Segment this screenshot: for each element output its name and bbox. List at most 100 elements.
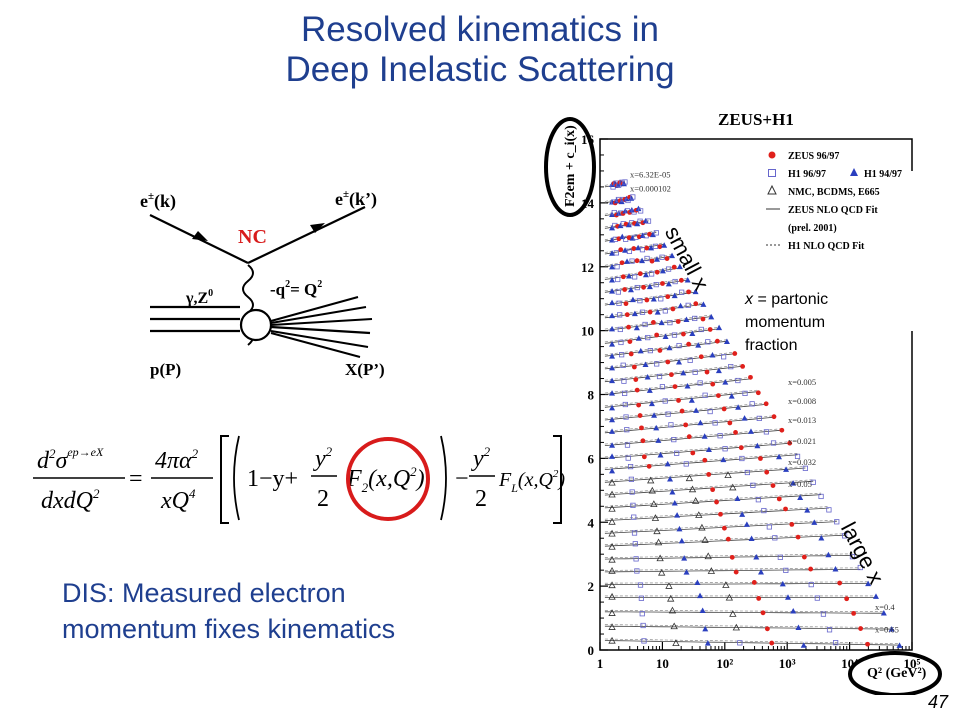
qcd-fit-curve [604, 454, 798, 470]
h1-9697-point [620, 362, 626, 368]
zeus-point [646, 463, 652, 469]
h1-9697-point [617, 312, 623, 318]
x-definition-rest: = partonic [753, 291, 829, 308]
h1-9497-point [716, 324, 723, 331]
h1-9497-point [700, 301, 707, 307]
y-tick-label: 10 [581, 324, 594, 339]
hadron-line-4 [270, 330, 369, 348]
qcd-fit-curve [604, 365, 743, 383]
x-tick-label: 10³ [779, 656, 796, 671]
x-tick-label: 1 [597, 656, 604, 671]
zeus-point [758, 456, 763, 461]
zeus-point [654, 332, 660, 338]
zeus-point [675, 319, 681, 324]
h1-9697-point [653, 230, 659, 236]
h1-9697-point [629, 258, 635, 264]
zeus-point [769, 640, 775, 646]
h1-9697-point [621, 378, 627, 384]
h1-9497-point [620, 180, 627, 187]
h1-fit-curve [604, 610, 884, 612]
fixed-target-point [608, 529, 616, 537]
chart-bin-labels: x=6.32E-05 x=0.000102 x=0.005 x=0.008 x=0.01… [630, 169, 899, 634]
h1-9497-point [648, 244, 655, 251]
h1-9497-point [695, 342, 702, 348]
h1-9497-point [779, 580, 786, 587]
h1-9697-point [623, 414, 629, 420]
h1-9497-point [669, 252, 676, 259]
fixed-target-point [608, 623, 616, 630]
zeus-point [776, 496, 782, 502]
h1-9697-point [629, 489, 635, 495]
zeus-point [837, 580, 843, 586]
zeus-point [631, 364, 637, 370]
h1-9497-point [785, 594, 792, 600]
h1-9697-point [672, 278, 678, 285]
fixed-target-point [656, 554, 664, 562]
h1-9497-point [811, 519, 818, 525]
zeus-point [647, 309, 653, 315]
h1-fit-curve [604, 624, 892, 628]
h1-fit-curve [604, 302, 704, 317]
h1-fit-curve [604, 389, 759, 407]
h1-9497-point [754, 442, 761, 449]
formula-lhs-numerator: d2σep→eX [37, 445, 104, 474]
h1-9497-point [832, 565, 839, 572]
x-definition-note: x = partonic momentum fraction [745, 288, 828, 357]
x-bin-label: x=0.05 [788, 479, 812, 489]
zeus-point [738, 445, 744, 451]
h1-9697-point [692, 369, 698, 375]
nc-label: NC [238, 226, 267, 248]
h1-9497-point [671, 499, 678, 506]
zeus-point [686, 341, 692, 347]
h1-9497-point [635, 244, 642, 251]
legend-marker [768, 151, 776, 159]
zeus-point [740, 363, 746, 369]
h1-9497-point [818, 535, 825, 541]
h1-9697-point [679, 289, 685, 295]
h1-9697-point [640, 622, 646, 629]
h1-9697-point [833, 640, 839, 646]
h1-fit-curve [604, 254, 673, 266]
zeus-point [755, 390, 761, 396]
zeus-point [679, 277, 684, 283]
fixed-target-point [608, 478, 616, 486]
feynman-diagram: e±(k) e±(k’) NC γ,Z0 -q2= Q2 p(P) X(P’) [140, 188, 385, 379]
zeus-point [634, 387, 640, 393]
formula-y2-denominator: 2 [317, 486, 329, 512]
proton-label: p(P) [150, 360, 181, 379]
y-tick-label: 4 [588, 515, 595, 530]
hadron-line-3 [270, 318, 373, 326]
x-bin-label: x=0.005 [788, 377, 816, 387]
zeus-point [727, 420, 733, 426]
fixed-target-point [668, 606, 677, 614]
h1-fit-curve [604, 441, 790, 458]
h1-9697-point [794, 453, 801, 459]
h1-9497-point [694, 579, 701, 586]
hadrons-label: X(P’) [345, 360, 385, 379]
h1-9697-point [766, 524, 772, 530]
h1-9497-point [648, 400, 655, 407]
h1-9697-point [685, 302, 691, 308]
h1-9497-point [646, 387, 653, 393]
zeus-point [748, 374, 753, 380]
fixed-target-point [651, 514, 660, 521]
fixed-target-point [688, 485, 697, 493]
zeus-point [704, 369, 710, 375]
y-axis-label-highlight [544, 117, 596, 217]
h1-9697-point [639, 309, 646, 315]
h1-9497-point [697, 592, 704, 599]
zeus-point [700, 316, 706, 322]
chart-legend: ZEUS 96/97 H1 96/97 H1 94/97 NMC, BCDMS, E6… [762, 151, 932, 331]
fixed-target-point [729, 483, 737, 491]
h1-9697-point [624, 442, 631, 448]
chart-title: ZEUS+H1 [718, 110, 794, 129]
h1-9497-point [704, 640, 711, 646]
zeus-point [702, 457, 708, 463]
h1-9497-point [609, 325, 616, 332]
zeus-point [783, 506, 788, 512]
zeus-point [710, 381, 716, 387]
y-tick-label: 2 [588, 579, 595, 594]
fixed-target-point [665, 582, 673, 589]
h1-fit-curve [604, 327, 720, 343]
